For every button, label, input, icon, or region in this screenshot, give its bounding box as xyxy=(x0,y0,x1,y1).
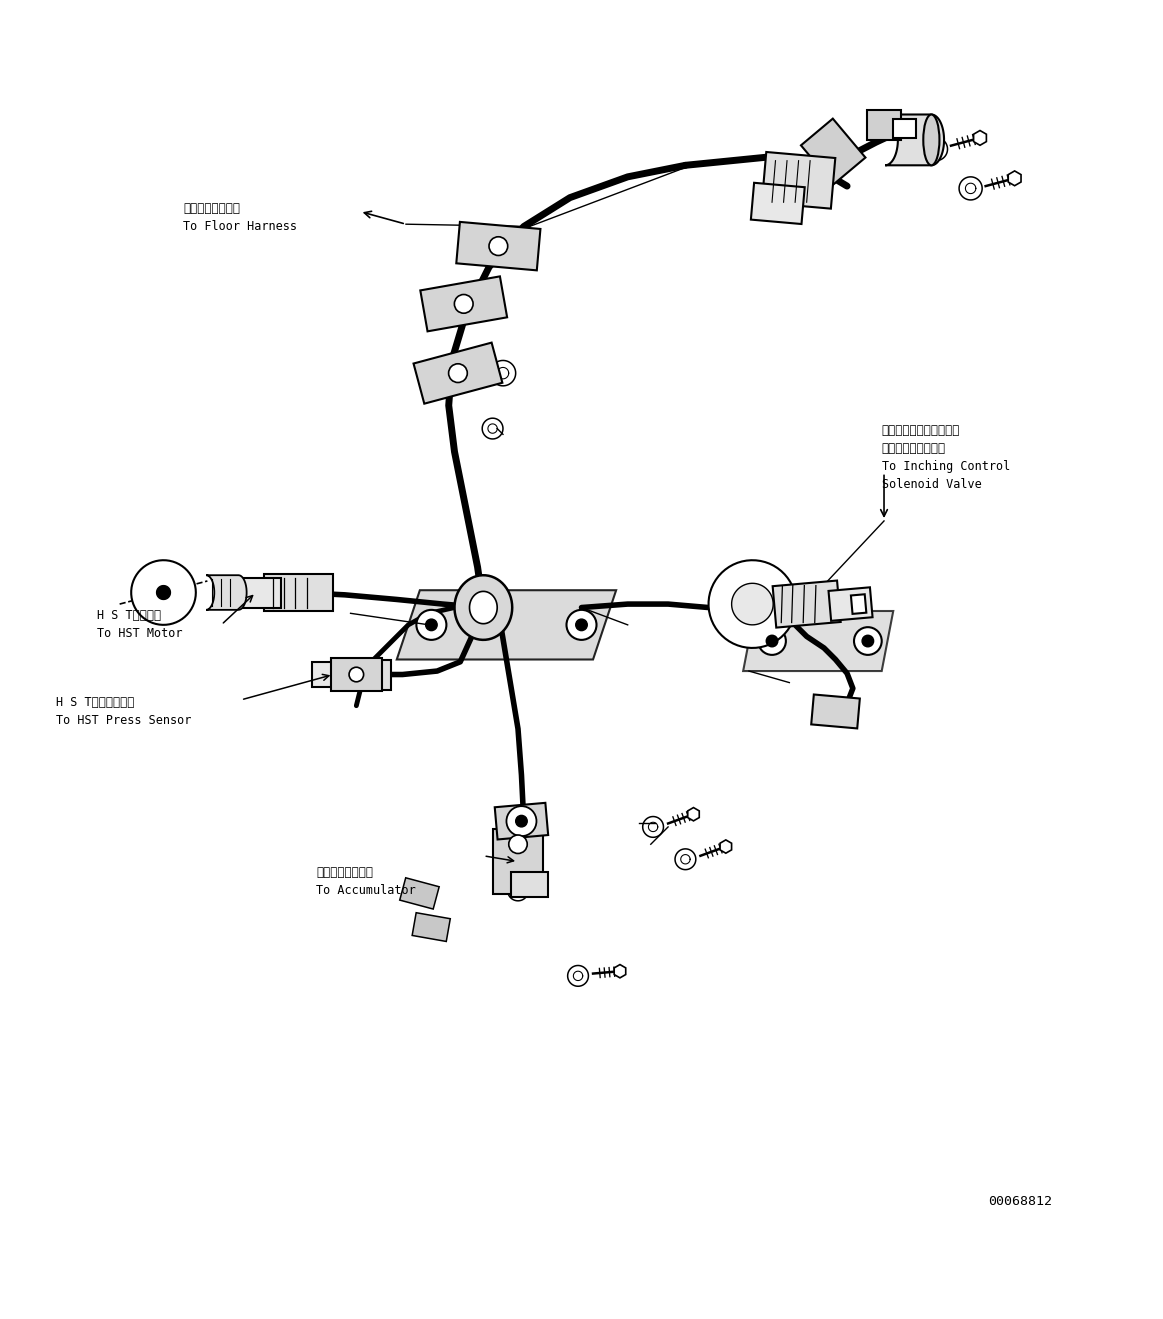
Polygon shape xyxy=(568,966,588,987)
Polygon shape xyxy=(334,660,391,690)
Circle shape xyxy=(416,609,447,640)
Polygon shape xyxy=(812,695,859,728)
Polygon shape xyxy=(491,360,515,386)
Circle shape xyxy=(488,237,508,256)
Polygon shape xyxy=(751,183,805,224)
Polygon shape xyxy=(772,580,841,628)
Polygon shape xyxy=(420,277,507,331)
Polygon shape xyxy=(157,586,171,599)
Polygon shape xyxy=(131,561,195,625)
Circle shape xyxy=(515,815,527,827)
Circle shape xyxy=(514,814,529,828)
Polygon shape xyxy=(732,583,773,625)
Polygon shape xyxy=(455,575,512,640)
Polygon shape xyxy=(494,803,548,839)
Polygon shape xyxy=(614,964,626,977)
Circle shape xyxy=(455,294,473,313)
Polygon shape xyxy=(893,119,916,137)
Circle shape xyxy=(349,667,364,682)
Polygon shape xyxy=(456,222,541,270)
Polygon shape xyxy=(885,115,944,165)
Polygon shape xyxy=(414,343,502,404)
Circle shape xyxy=(426,619,437,630)
Polygon shape xyxy=(959,177,983,200)
Polygon shape xyxy=(511,872,548,897)
Ellipse shape xyxy=(923,115,940,165)
Polygon shape xyxy=(400,877,440,909)
Polygon shape xyxy=(762,152,835,208)
Polygon shape xyxy=(235,578,281,608)
Circle shape xyxy=(508,835,527,853)
Polygon shape xyxy=(397,590,616,660)
Circle shape xyxy=(576,619,587,630)
Text: アキュムレータへ
To Accumulator: アキュムレータへ To Accumulator xyxy=(316,865,415,897)
Text: H S Tモータへ
To HST Motor: H S Tモータへ To HST Motor xyxy=(97,609,183,640)
Polygon shape xyxy=(720,840,732,853)
Polygon shape xyxy=(412,913,450,942)
Polygon shape xyxy=(470,591,498,624)
Polygon shape xyxy=(851,595,866,613)
Circle shape xyxy=(766,636,778,646)
Circle shape xyxy=(506,806,536,836)
Circle shape xyxy=(862,636,873,646)
Polygon shape xyxy=(866,109,901,140)
Text: フロアハーネスへ
To Floor Harness: フロアハーネスへ To Floor Harness xyxy=(183,202,297,232)
Polygon shape xyxy=(675,849,695,869)
Polygon shape xyxy=(1008,171,1021,186)
Circle shape xyxy=(758,627,786,654)
Polygon shape xyxy=(801,119,865,185)
Polygon shape xyxy=(925,137,948,161)
Polygon shape xyxy=(313,662,354,687)
Polygon shape xyxy=(687,807,699,820)
Polygon shape xyxy=(331,658,381,691)
Circle shape xyxy=(854,627,882,654)
Polygon shape xyxy=(493,830,543,894)
Polygon shape xyxy=(643,816,663,838)
Polygon shape xyxy=(743,611,893,671)
Text: H S T油圧センサへ
To HST Press Sensor: H S T油圧センサへ To HST Press Sensor xyxy=(56,696,192,727)
Polygon shape xyxy=(973,131,986,145)
Polygon shape xyxy=(708,561,797,648)
Circle shape xyxy=(449,364,468,383)
Polygon shape xyxy=(264,574,334,611)
Text: 00068812: 00068812 xyxy=(989,1195,1053,1208)
Polygon shape xyxy=(507,880,528,901)
Polygon shape xyxy=(206,575,247,609)
Circle shape xyxy=(566,609,597,640)
Text: インチングコントロール
ソレノイドバルブへ
To Inching Control
Solenoid Valve: インチングコントロール ソレノイドバルブへ To Inching Control… xyxy=(882,423,1009,491)
Polygon shape xyxy=(483,418,502,439)
Polygon shape xyxy=(828,587,872,621)
